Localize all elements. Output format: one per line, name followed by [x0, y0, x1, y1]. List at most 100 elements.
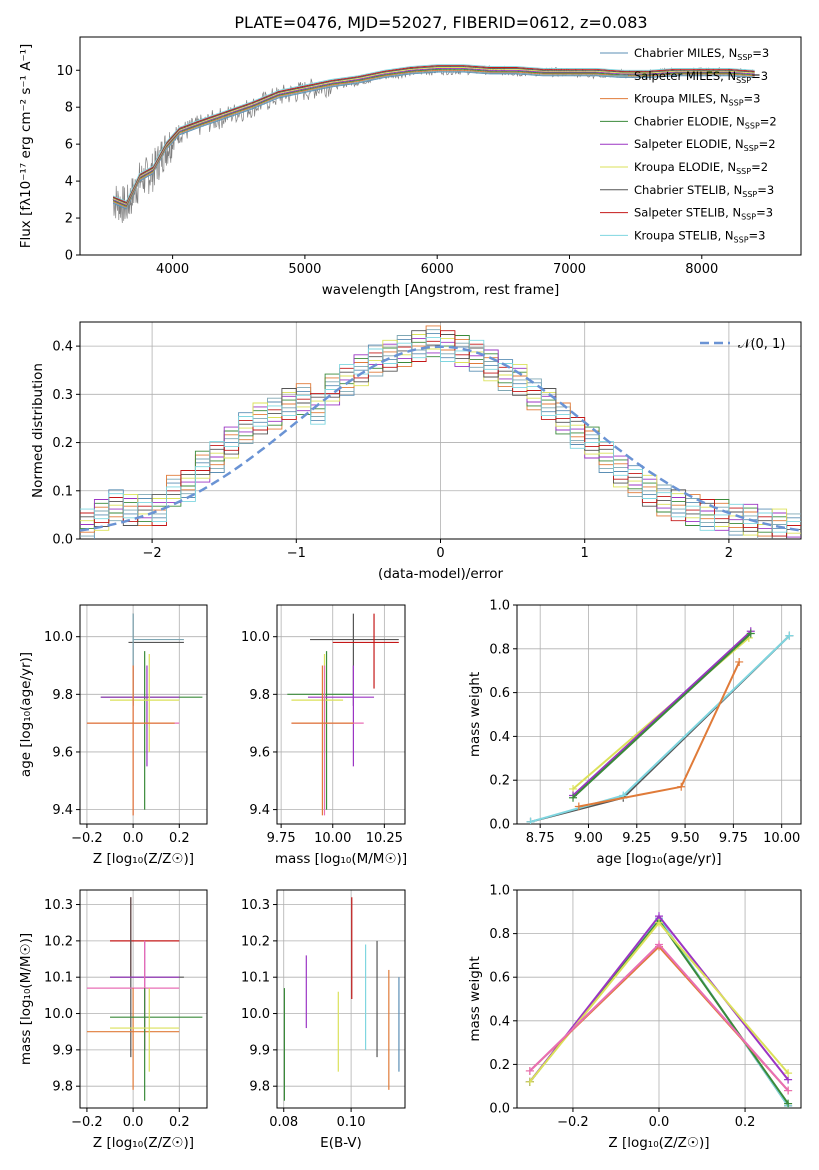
spectrum-model-line: [112, 67, 755, 206]
x-tick-label: 0.2: [169, 1115, 190, 1130]
y-tick-label: 9.4: [52, 803, 73, 818]
x-tick-label: 10.00: [314, 831, 351, 846]
spectrum-model-line: [112, 70, 755, 209]
y-tick-label: 10.0: [44, 1007, 73, 1022]
axes-frame: [276, 889, 406, 1109]
chart-mass-vs-extinction: 0.08 0.10 9.8 9.9 10.0 10.1 10.2 10.3 E(B-V): [241, 889, 406, 1151]
axes-frame: [79, 36, 802, 256]
x-axis-label: E(B-V): [320, 1135, 362, 1151]
x-tick-label: 0.2: [169, 831, 190, 846]
axes-frame: [516, 604, 802, 825]
legend-label: Kroupa STELIB, NSSP=3: [634, 228, 765, 244]
y-axis-label: mass weight: [467, 956, 483, 1041]
chart-mass-weight-vs-metallicity: −0.2 0.0 0.2 0.0 0.2 0.4 0.6 0.8 1.0 Z [log₁₀(Z/Z…: [467, 884, 802, 1151]
y-tick-label: 0.6: [489, 686, 510, 701]
x-tick-label: 5000: [288, 262, 321, 277]
y-tick-label: 9.8: [52, 688, 73, 703]
y-tick-label: 0.2: [489, 1058, 510, 1073]
weight-marker: [746, 629, 755, 638]
y-tick-label: 9.4: [249, 803, 270, 818]
x-tick-label: 0.0: [123, 831, 144, 846]
legend-label: Salpeter ELODIE, NSSP=2: [634, 137, 776, 153]
y-tick-label: 10: [56, 64, 73, 79]
x-tick-label: 0.10: [337, 1115, 366, 1130]
legend-label: Salpeter STELIB, NSSP=3: [634, 206, 773, 222]
x-tick-label: −2: [143, 546, 162, 561]
weight-line: [530, 634, 791, 823]
y-tick-label: 0.8: [489, 927, 510, 942]
y-tick-label: 0.0: [489, 1102, 510, 1117]
spectrum-model-line: [112, 71, 755, 210]
x-tick-label: 0.08: [269, 1115, 298, 1130]
x-tick-label: 9.75: [719, 831, 748, 846]
weight-marker: [655, 918, 663, 927]
y-tick-label: 10.0: [241, 630, 270, 645]
x-tick-label: 9.50: [671, 831, 700, 846]
x-tick-label: 0: [436, 546, 444, 561]
y-tick-label: 0.4: [489, 730, 510, 745]
y-tick-label: 1.0: [489, 884, 510, 899]
y-axis-label: mass [log₁₀(M/M☉)]: [18, 933, 34, 1065]
spectrum-model-line: [112, 66, 755, 204]
axes-frame: [79, 604, 208, 825]
x-tick-label: 0.0: [123, 1115, 144, 1130]
spectrum-model-line: [112, 64, 755, 202]
weight-marker: [677, 782, 686, 791]
residual-histogram: [80, 336, 801, 533]
spectrum-model-line: [112, 67, 755, 205]
weight-marker: [785, 631, 794, 640]
y-tick-label: 9.6: [249, 745, 270, 760]
y-tick-label: 0.0: [489, 818, 510, 833]
x-tick-label: 7000: [553, 262, 586, 277]
x-tick-label: 0.0: [649, 1115, 670, 1130]
y-tick-label: 8: [65, 101, 73, 116]
spectrum-model-line: [112, 69, 755, 208]
y-tick-label: 0.2: [52, 436, 73, 451]
y-tick-label: 9.8: [52, 1080, 73, 1095]
y-axis-label: Normed distribution: [30, 363, 46, 498]
y-tick-label: 0.4: [52, 340, 73, 355]
x-tick-label: 9.25: [622, 831, 651, 846]
x-tick-label: 6000: [421, 262, 454, 277]
legend-label: Chabrier ELODIE, NSSP=2: [634, 114, 777, 130]
x-tick-label: 9.75: [267, 831, 296, 846]
weight-line: [578, 661, 741, 808]
x-axis-label: (data-model)/error: [378, 566, 504, 582]
x-axis-label: age [log₁₀(age/yr)]: [596, 851, 721, 867]
y-tick-label: 0.4: [489, 1014, 510, 1029]
y-tick-label: 9.9: [249, 1043, 270, 1058]
y-tick-label: 2: [65, 212, 73, 227]
weight-marker: [735, 657, 744, 666]
y-tick-label: 0.6: [489, 971, 510, 986]
spectrum-model-line: [112, 65, 755, 203]
y-axis-label: mass weight: [467, 672, 483, 757]
y-tick-label: 10.0: [44, 630, 73, 645]
y-tick-label: 6: [65, 138, 73, 153]
x-tick-label: −0.2: [71, 831, 103, 846]
weight-line: [572, 630, 752, 797]
x-tick-label: 10.25: [366, 831, 403, 846]
y-axis-label: Flux [fλ10⁻¹⁷ erg cm⁻² s⁻¹ A⁻¹]: [18, 44, 34, 249]
x-tick-label: −0.2: [71, 1115, 103, 1130]
y-tick-label: 10.3: [44, 898, 73, 913]
y-tick-label: 0.2: [489, 774, 510, 789]
weight-marker: [655, 940, 663, 949]
legend-label: Salpeter MILES, NSSP=3: [634, 69, 768, 85]
y-tick-label: 10.2: [241, 934, 270, 949]
chart-mass-vs-metallicity: −0.2 0.0 0.2 9.8 9.9 10.0 10.1 10.2 10.3 Z [log₁₀…: [18, 889, 208, 1151]
y-tick-label: 0.1: [52, 484, 73, 499]
weight-marker: [569, 793, 578, 802]
axes-frame: [276, 604, 406, 825]
y-tick-label: 10.1: [44, 971, 73, 986]
y-tick-label: 10.1: [241, 971, 270, 986]
weight-marker: [526, 817, 535, 824]
chart-age-vs-mass: 9.75 10.00 10.25 9.4 9.6 9.8 10.0 mass [log₁₀(M…: [241, 604, 407, 867]
x-tick-label: 1: [581, 546, 589, 561]
y-tick-label: 10.0: [241, 1007, 270, 1022]
y-tick-label: 1.0: [489, 599, 510, 614]
y-tick-label: 9.8: [249, 688, 270, 703]
y-tick-label: 10.2: [44, 934, 73, 949]
figure-title: PLATE=0476, MJD=52027, FIBERID=0612, z=0…: [234, 13, 647, 32]
chart-residuals: −2 −1 0 1 2 0.0 0.1 0.2 0.3 0.4 (data-model)/error…: [30, 321, 802, 582]
x-tick-label: −1: [287, 546, 306, 561]
